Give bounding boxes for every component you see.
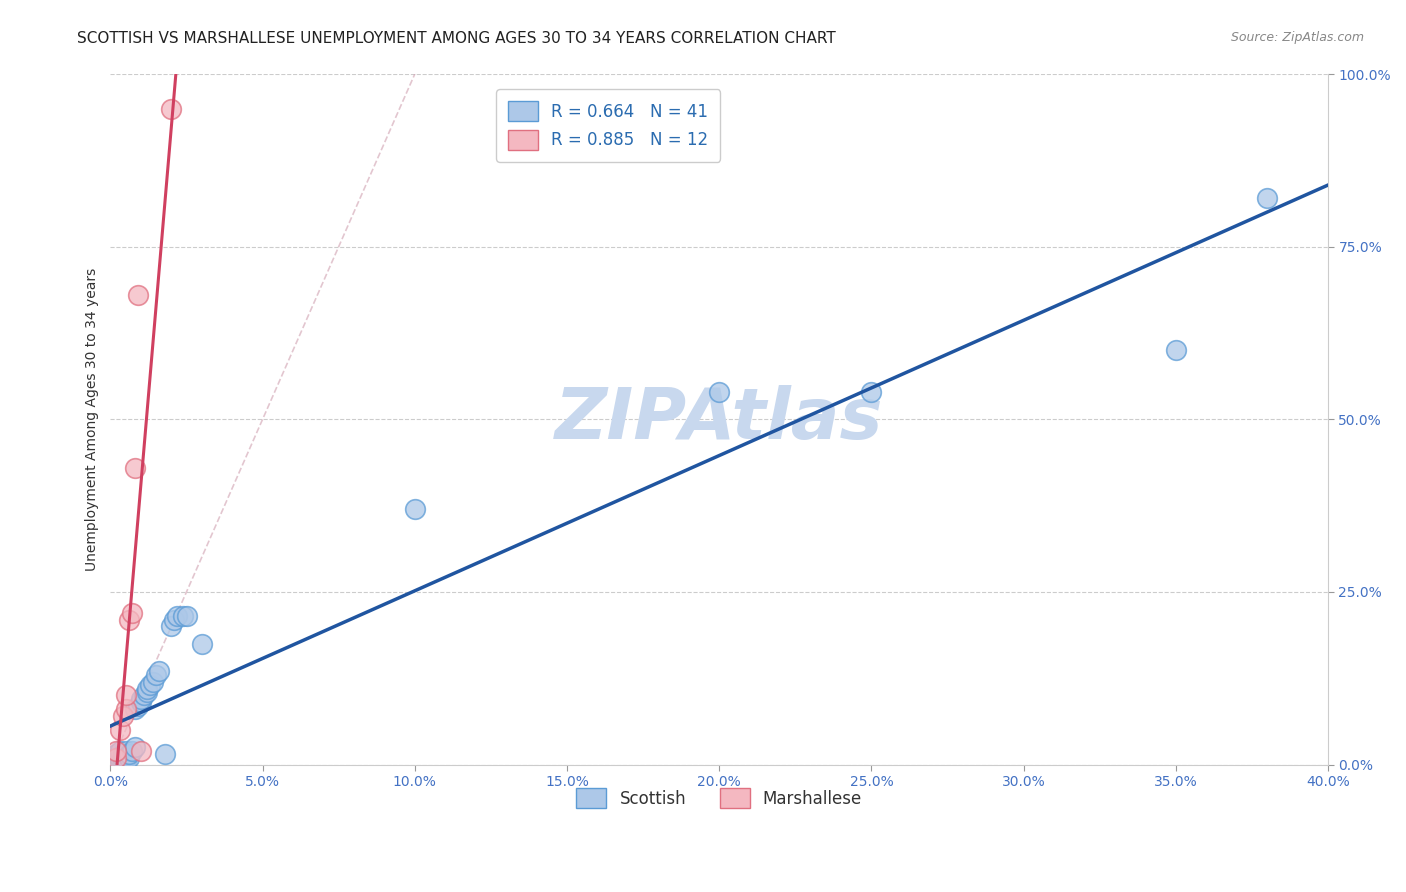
Point	[190, 637, 212, 651]
Point	[118, 750, 141, 764]
Point	[124, 460, 146, 475]
Point	[136, 685, 159, 699]
Point	[108, 754, 131, 768]
Point	[129, 695, 152, 709]
Point	[121, 606, 143, 620]
Point	[124, 702, 146, 716]
Point	[121, 744, 143, 758]
Point	[139, 678, 162, 692]
Point	[148, 665, 170, 679]
Point	[105, 750, 128, 764]
Point	[111, 750, 134, 764]
Point	[111, 747, 134, 761]
Point	[108, 750, 131, 764]
Point	[145, 667, 167, 681]
Point	[105, 750, 128, 764]
Point	[1256, 191, 1278, 205]
Point	[108, 744, 131, 758]
Y-axis label: Unemployment Among Ages 30 to 34 years: Unemployment Among Ages 30 to 34 years	[86, 268, 100, 571]
Point	[108, 747, 131, 761]
Point	[136, 681, 159, 696]
Point	[127, 698, 149, 713]
Point	[132, 689, 155, 703]
Point	[105, 754, 128, 768]
Point	[176, 609, 198, 624]
Text: ZIPAtlas: ZIPAtlas	[555, 384, 883, 454]
Point	[160, 619, 183, 633]
Point	[118, 747, 141, 761]
Point	[114, 754, 136, 768]
Point	[404, 502, 426, 516]
Text: Source: ZipAtlas.com: Source: ZipAtlas.com	[1230, 31, 1364, 45]
Point	[118, 613, 141, 627]
Point	[114, 750, 136, 764]
Point	[111, 709, 134, 723]
Point	[860, 384, 883, 399]
Point	[163, 613, 186, 627]
Point	[114, 702, 136, 716]
Point	[166, 609, 188, 624]
Point	[153, 747, 176, 761]
Point	[709, 384, 731, 399]
Point	[114, 689, 136, 703]
Legend: Scottish, Marshallese: Scottish, Marshallese	[569, 781, 869, 815]
Point	[111, 754, 134, 768]
Point	[124, 740, 146, 755]
Point	[114, 747, 136, 761]
Point	[160, 102, 183, 116]
Point	[105, 747, 128, 761]
Text: SCOTTISH VS MARSHALLESE UNEMPLOYMENT AMONG AGES 30 TO 34 YEARS CORRELATION CHART: SCOTTISH VS MARSHALLESE UNEMPLOYMENT AMO…	[77, 31, 837, 46]
Point	[1164, 343, 1187, 358]
Point	[142, 674, 165, 689]
Point	[129, 692, 152, 706]
Point	[105, 744, 128, 758]
Point	[172, 609, 194, 624]
Point	[108, 723, 131, 737]
Point	[129, 744, 152, 758]
Point	[127, 288, 149, 302]
Point	[114, 744, 136, 758]
